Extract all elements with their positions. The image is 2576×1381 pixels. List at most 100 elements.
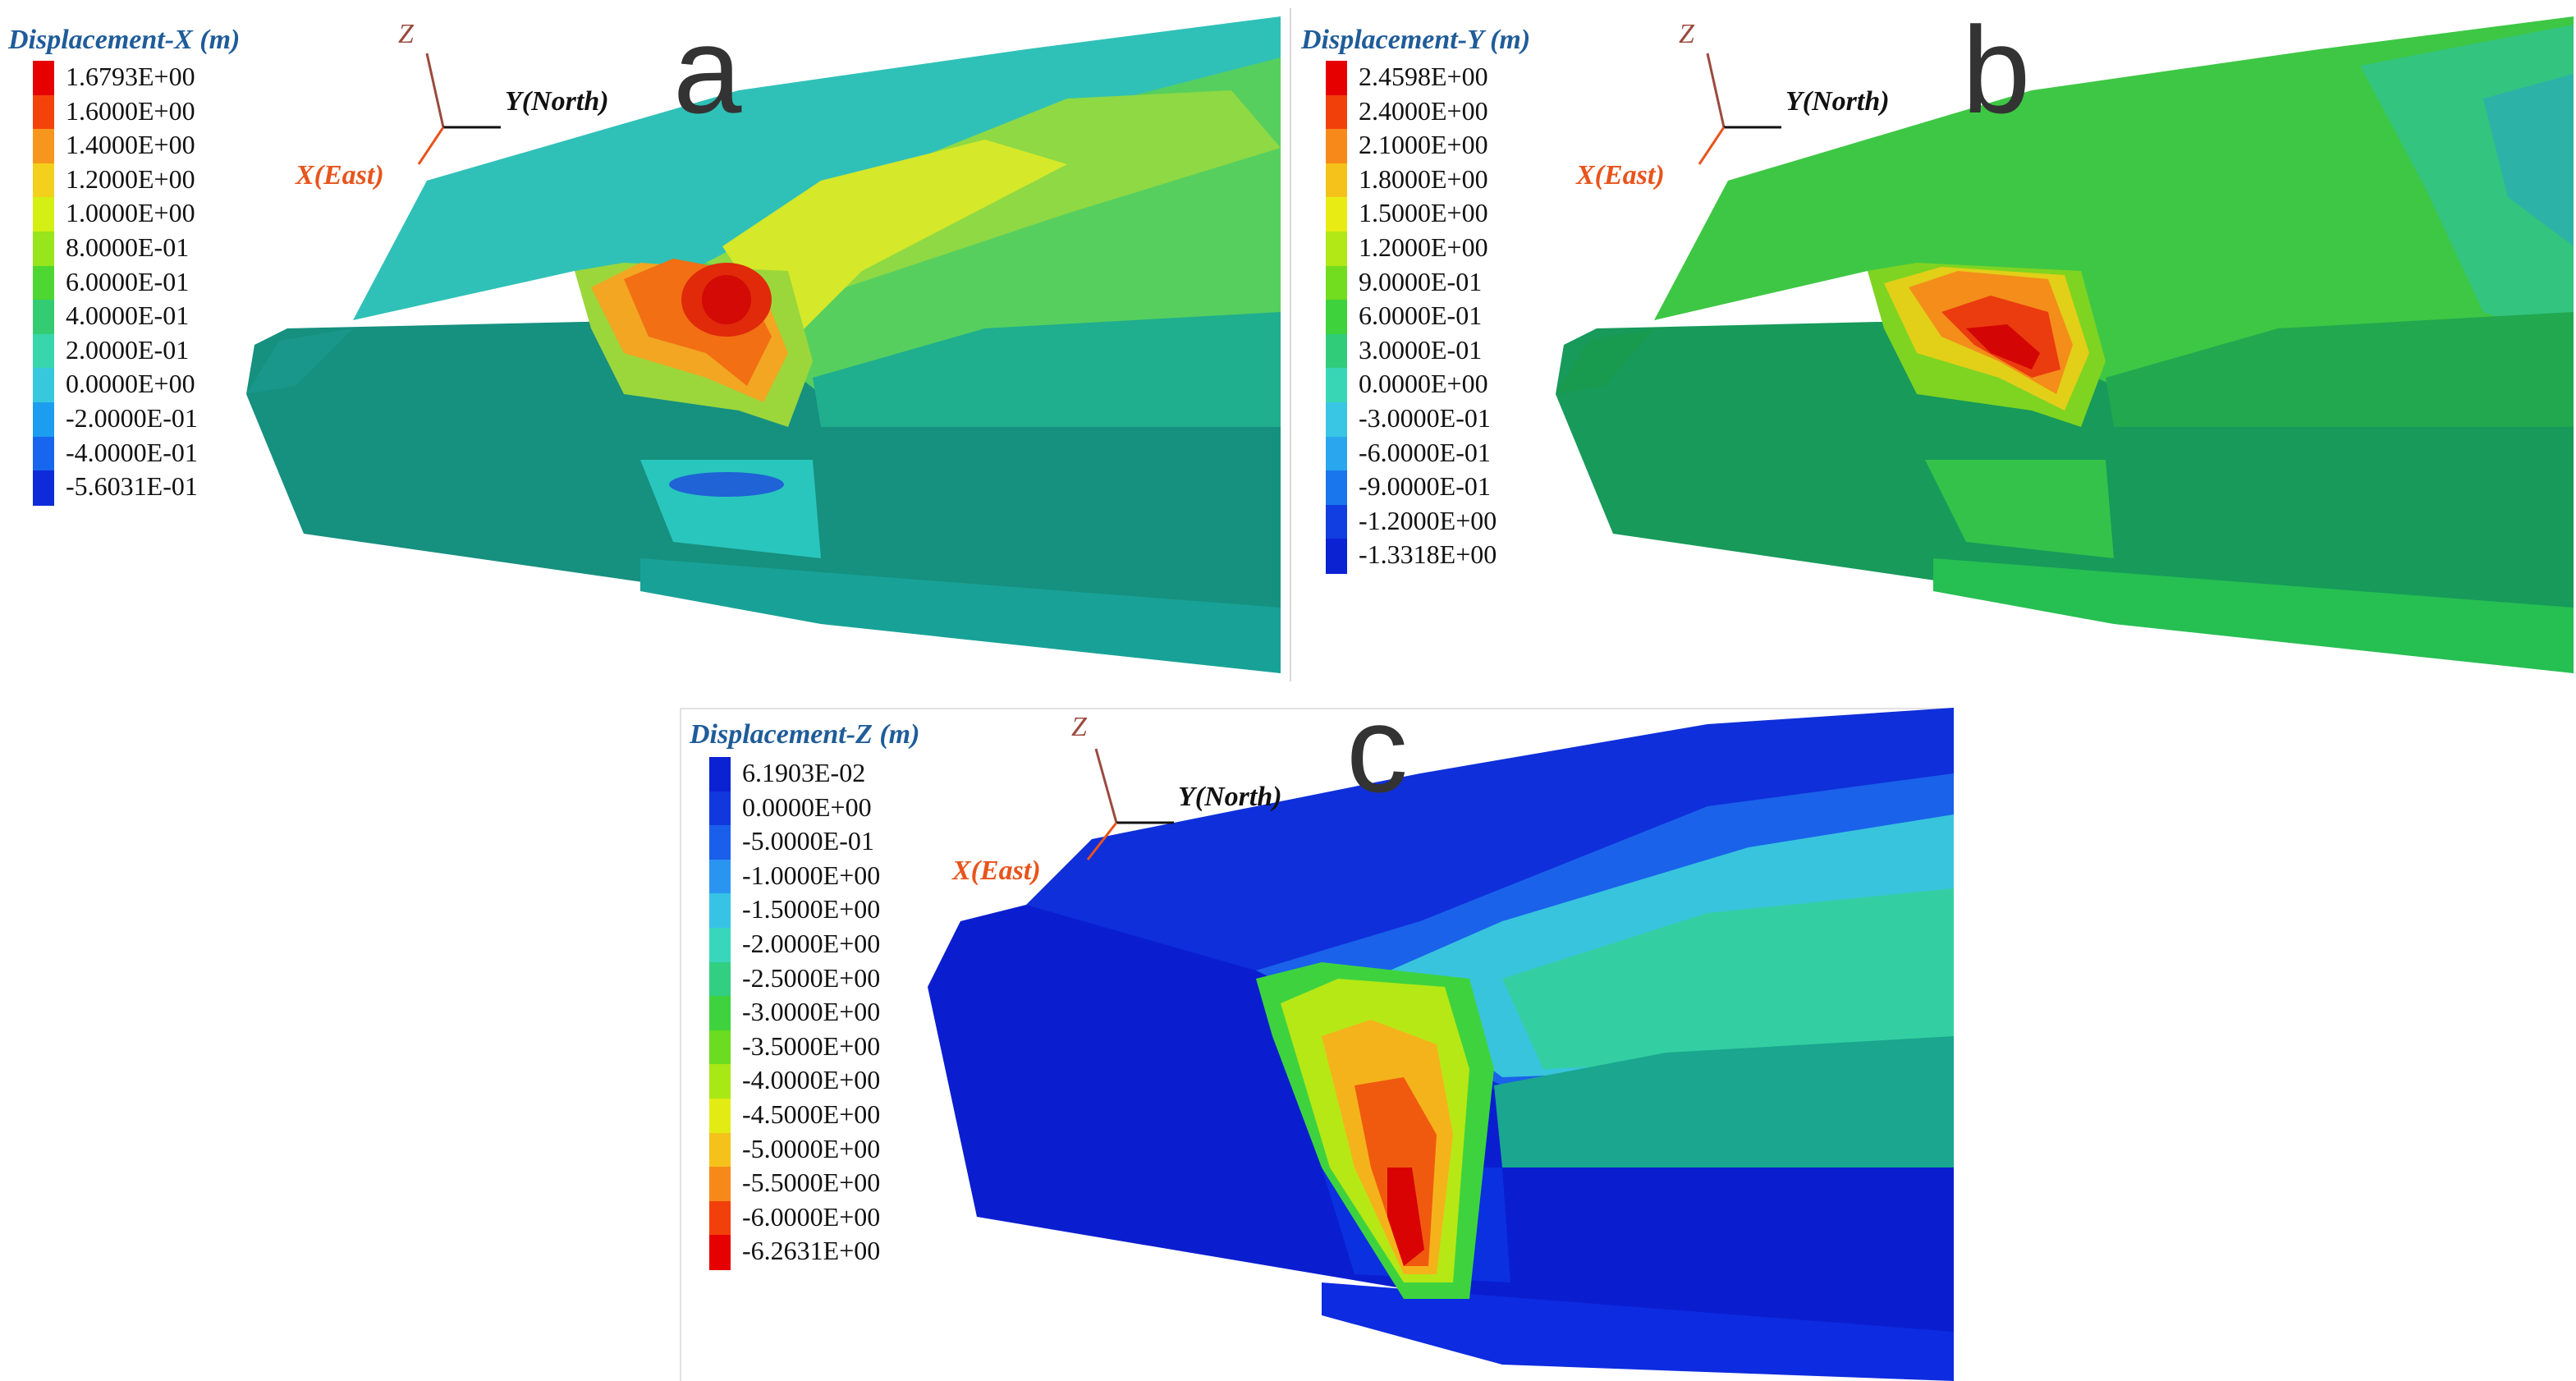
legend-tick-label: 8.0000E-01	[66, 232, 190, 262]
axis-x-line	[1698, 126, 1726, 165]
model-right-surface	[1494, 1036, 1954, 1168]
legend-tick-label: 0.0000E+00	[66, 369, 195, 399]
model-blue-zone	[2483, 74, 2574, 246]
legend-swatch	[709, 1235, 731, 1270]
axis-z-label: Z	[1679, 19, 1694, 49]
model-pit	[1925, 460, 2114, 558]
axis-x-label: X(East)	[952, 856, 1041, 886]
axis-triad-b: Z Y(North) X(East)	[1576, 19, 1921, 209]
legend-swatch	[33, 61, 54, 96]
legend-swatch	[33, 368, 54, 403]
model-right-surface	[813, 312, 1281, 427]
model-right-surface	[2106, 312, 2574, 427]
legend-tick-label: 6.0000E-01	[1359, 301, 1483, 331]
legend-swatch	[1326, 163, 1347, 199]
legend-tick-label: 2.0000E-01	[66, 334, 190, 365]
legend-color-bar	[709, 757, 731, 1270]
axis-y-label: Y(North)	[1785, 86, 1890, 117]
legend-color-bar	[33, 61, 54, 506]
legend-swatch	[33, 163, 54, 199]
axis-x-label: X(East)	[296, 160, 384, 190]
legend-swatch	[1326, 94, 1347, 131]
model-yellow-zone	[722, 140, 1067, 345]
axis-x-line	[1086, 822, 1118, 860]
legend-swatch	[709, 859, 731, 895]
legend-tick-label: -6.0000E+00	[742, 1201, 881, 1232]
axis-z-line	[425, 53, 445, 128]
legend-title: Displacement-Z (m)	[690, 719, 920, 750]
legend-swatch	[33, 197, 54, 232]
legend-tick-label: -1.0000E+00	[742, 860, 881, 890]
legend-swatch	[1326, 333, 1347, 369]
legend-swatch	[709, 1030, 731, 1066]
axis-y-label: Y(North)	[505, 86, 609, 117]
legend-swatch	[33, 265, 54, 301]
legend-swatch	[1326, 129, 1347, 164]
legend-swatch	[1326, 61, 1347, 96]
legend-tick-label: -2.5000E+00	[742, 962, 881, 993]
legend-swatch	[33, 94, 54, 131]
panel-divider-left	[680, 708, 681, 1381]
legend-tick-label: -2.0000E-01	[66, 403, 198, 433]
legend-tick-label: 1.5000E+00	[1359, 198, 1488, 228]
legend-tick-label: -3.0000E-01	[1359, 403, 1491, 433]
legend-tick-label: 1.8000E+00	[1359, 163, 1488, 194]
model-bottom-slab	[640, 558, 1281, 673]
axis-x-label: X(East)	[1576, 160, 1665, 190]
panel-letter-c: c	[1346, 708, 1408, 818]
panel-divider-vertical	[1290, 8, 1291, 681]
legend-tick-label: 4.0000E-01	[66, 301, 190, 331]
legend-tick-label: -5.5000E+00	[742, 1168, 881, 1198]
legend-swatch	[709, 825, 731, 860]
legend-color-bar	[1326, 61, 1347, 574]
legend-tick-label: -5.6031E-01	[66, 471, 198, 502]
panel-letter-a: a	[673, 1, 742, 139]
legend-swatch	[1326, 300, 1347, 335]
legend-tick-label: -4.0000E+00	[742, 1065, 881, 1095]
legend-swatch	[33, 333, 54, 369]
legend-tick-label: -4.0000E-01	[66, 437, 198, 467]
legend-tick-label: 9.0000E-01	[1359, 266, 1483, 296]
legend-tick-label: 1.6000E+00	[66, 95, 195, 126]
legend-tick-label: 1.6793E+00	[66, 62, 195, 91]
legend-swatch	[1326, 470, 1347, 506]
legend-swatch	[709, 1200, 731, 1236]
panel-c-displacement-z: c Z Y(North) X(East) Displacement-Z (m) …	[681, 708, 1954, 1381]
legend-tick-label: -1.5000E+00	[742, 894, 881, 924]
legend-tick-label: -9.0000E-01	[1359, 471, 1491, 502]
axis-x-line	[417, 126, 445, 165]
legend-tick-label: -5.0000E-01	[742, 826, 874, 856]
legend-swatch	[709, 1064, 731, 1099]
axis-y-label: Y(North)	[1178, 782, 1282, 812]
legend-swatch	[709, 928, 731, 963]
legend-tick-label: 6.1903E-02	[742, 758, 866, 787]
legend-displacement-z: Displacement-Z (m) 6.1903E-02 0.0000E+00 -…	[690, 719, 960, 1294]
legend-tick-label: -5.0000E+00	[742, 1133, 881, 1163]
legend-title: Displacement-Y (m)	[1301, 25, 1531, 55]
model-slide-core	[702, 275, 751, 324]
model-upper-surface	[1654, 16, 2574, 386]
legend-tick-label: 1.2000E+00	[66, 163, 195, 194]
legend-swatch	[709, 757, 731, 792]
legend-swatch	[709, 961, 731, 998]
axis-triad-c: Z Y(North) X(East)	[952, 712, 1297, 901]
legend-swatch	[33, 436, 54, 472]
legend-swatch	[33, 402, 54, 438]
legend-swatch	[33, 129, 54, 164]
model-pit-hole	[669, 472, 784, 497]
legend-displacement-x: Displacement-X (m) 1.6793E+00 1.6000E+00 1…	[8, 25, 271, 517]
model-bottom-slab	[1933, 558, 2574, 673]
axis-z-line	[1706, 53, 1726, 128]
legend-tick-label: 6.0000E-01	[66, 266, 190, 296]
legend-swatch	[1326, 232, 1347, 267]
legend-swatch	[33, 300, 54, 335]
model-left-wedge	[246, 328, 353, 394]
legend-tick-label: 1.0000E+00	[66, 198, 195, 228]
legend-tick-label: -6.2631E+00	[742, 1236, 881, 1266]
axis-z-line	[1094, 748, 1118, 824]
model-slide-core	[1387, 1168, 1424, 1266]
legend-swatch	[709, 791, 731, 827]
model-slide-core	[1966, 324, 2040, 369]
legend-tick-label: 2.4000E+00	[1359, 95, 1488, 126]
legend-title: Displacement-X (m)	[8, 25, 241, 55]
